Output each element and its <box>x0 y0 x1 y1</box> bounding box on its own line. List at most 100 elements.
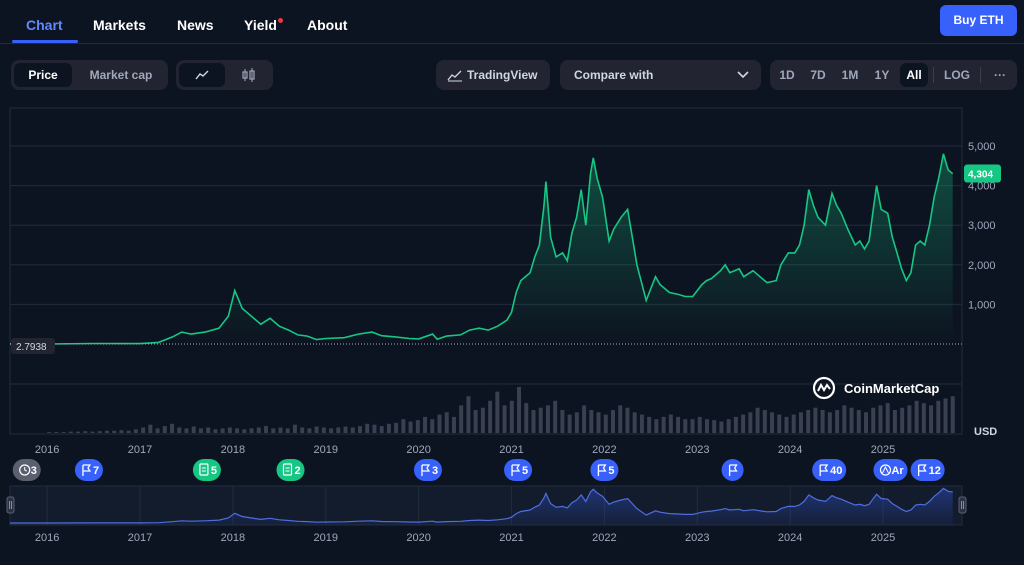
volume-bar <box>61 432 66 433</box>
volume-bar <box>538 407 543 433</box>
navigator-tick-label: 2024 <box>778 532 802 544</box>
navigator-handle[interactable] <box>958 496 967 514</box>
tab-yield[interactable]: Yield <box>244 17 277 33</box>
volume-bar <box>726 419 731 433</box>
event-marker[interactable]: 2 <box>276 459 305 481</box>
volume-bar <box>321 427 326 433</box>
volume-bar <box>574 412 579 433</box>
volume-bar <box>162 426 167 433</box>
tab-chart[interactable]: Chart <box>26 17 63 33</box>
event-marker[interactable]: Ar <box>873 459 908 481</box>
market-cap-button[interactable]: Market cap <box>89 68 153 82</box>
volume-bar <box>264 426 268 433</box>
volume-bar <box>415 420 420 433</box>
price-chart[interactable]: 5,000 4,000 3,000 2,000 1,000 USD 2.7938 4,304… <box>0 100 1024 565</box>
volume-bar <box>119 430 124 433</box>
volume-bar <box>350 427 355 433</box>
event-marker[interactable]: 3 <box>12 459 41 481</box>
event-marker[interactable]: 5 <box>590 459 619 481</box>
event-marker[interactable]: 12 <box>910 459 945 481</box>
range-1d-button[interactable]: 1D <box>779 68 795 82</box>
navigator-handle[interactable] <box>6 496 15 514</box>
volume-bar <box>133 429 138 433</box>
tradingview-button[interactable]: TradingView <box>436 60 550 90</box>
volume-bar <box>90 431 95 433</box>
navigator-tick-label: 2016 <box>35 532 59 544</box>
volume-bar <box>921 403 926 433</box>
volume-bar <box>227 427 232 433</box>
event-marker[interactable]: 5 <box>504 459 533 481</box>
volume-bar <box>292 424 297 433</box>
compare-with-select[interactable]: Compare with <box>560 60 761 90</box>
flag-icon <box>597 464 607 476</box>
volume-bars <box>47 387 955 433</box>
volume-bar <box>567 414 572 433</box>
buy-eth-button[interactable]: Buy ETH <box>940 5 1017 36</box>
navigator-tick-label: 2021 <box>499 532 523 544</box>
event-badge[interactable] <box>12 459 41 481</box>
y-tick-label: 5,000 <box>968 141 996 153</box>
navigator-tick-label: 2017 <box>128 532 152 544</box>
volume-bar <box>553 400 558 433</box>
volume-bar <box>849 407 854 433</box>
x-tick-label: 2016 <box>35 444 59 456</box>
event-marker[interactable]: 3 <box>413 459 442 481</box>
line-chart-button[interactable] <box>179 63 225 87</box>
log-scale-button[interactable]: LOG <box>944 68 970 82</box>
volume-bar <box>76 431 81 433</box>
volume-bar <box>386 423 391 433</box>
volume-bar <box>365 423 370 433</box>
volume-bar <box>148 424 153 433</box>
volume-bar <box>300 427 305 433</box>
candlestick-button[interactable] <box>227 63 270 87</box>
navigator-tick-label: 2018 <box>221 532 245 544</box>
flag-icon <box>82 464 92 476</box>
volume-bar <box>104 430 109 433</box>
volume-bar <box>444 412 449 433</box>
volume-bar <box>733 416 738 433</box>
y-tick-label: 1,000 <box>968 299 996 311</box>
volume-bar <box>177 427 182 433</box>
volume-bar <box>372 424 377 433</box>
volume-bar <box>755 407 760 433</box>
event-count: 3 <box>432 465 438 477</box>
event-marker[interactable]: 5 <box>192 459 221 481</box>
volume-bar <box>256 427 261 433</box>
price-series: 2.7938 4,304 <box>9 153 1001 354</box>
event-badge[interactable] <box>721 459 744 481</box>
range-1m-button[interactable]: 1M <box>841 68 859 82</box>
volume-bar <box>632 412 637 433</box>
volume-bar <box>509 400 514 433</box>
event-count: 40 <box>830 465 842 477</box>
coinmarketcap-logo-icon <box>812 376 836 400</box>
tab-news[interactable]: News <box>177 17 214 33</box>
volume-bar <box>842 405 847 433</box>
price-area <box>10 153 953 344</box>
tab-about[interactable]: About <box>307 17 348 33</box>
x-tick-label: 2017 <box>128 444 152 456</box>
volume-bar <box>357 426 362 433</box>
range-7d-button[interactable]: 7D <box>810 68 826 82</box>
flag-icon <box>511 464 521 476</box>
more-options-button[interactable]: ··· <box>994 68 1006 82</box>
history-icon <box>19 464 31 476</box>
event-marker[interactable]: 7 <box>74 459 103 481</box>
range-1y-button[interactable]: 1Y <box>874 68 890 82</box>
x-tick-label: 2018 <box>221 444 245 456</box>
volume-bar <box>502 405 507 433</box>
volume-bar <box>401 419 406 433</box>
event-marker[interactable]: 40 <box>812 459 847 481</box>
volume-bar <box>639 414 644 433</box>
volume-bar <box>596 412 601 433</box>
price-button[interactable]: Price <box>14 63 72 87</box>
top-nav: Chart Markets News Yield About Buy ETH <box>0 0 1024 44</box>
range-all-button[interactable]: All <box>900 63 928 87</box>
volume-bar <box>379 426 384 433</box>
volume-bar <box>676 416 681 433</box>
navigator-tick-label: 2020 <box>406 532 430 544</box>
volume-bar <box>343 426 348 433</box>
volume-bar <box>856 410 861 433</box>
event-marker[interactable] <box>721 459 744 481</box>
tab-markets[interactable]: Markets <box>93 17 146 33</box>
volume-bar <box>654 419 659 433</box>
